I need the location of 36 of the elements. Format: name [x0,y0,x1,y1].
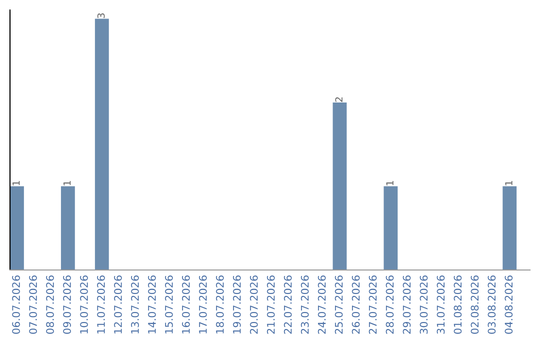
x-tick-label: 20.07.2026 [250,276,258,334]
x-tick-label: 17.07.2026 [198,276,207,334]
x-tick-label: 04.08.2026 [504,276,513,334]
x-tick-label: 31.07.2026 [436,276,445,334]
x-tick-label: 25.07.2026 [334,276,343,334]
x-tick-label: 07.07.2026 [29,276,37,334]
x-tick-label: 01.08.2026 [454,276,462,334]
x-tick-label: 08.07.2026 [46,276,54,334]
x-tick-label: 10.07.2026 [80,276,88,334]
data-label: 3 [97,13,105,18]
x-tick-label: 19.07.2026 [232,276,241,334]
x-tick-label: 26.07.2026 [352,276,360,334]
x-tick-label: 03.08.2026 [488,276,496,334]
x-tick-label: 22.07.2026 [284,276,292,334]
x-tick-label: 30.07.2026 [420,276,428,334]
x-tick-label: 09.07.2026 [63,276,71,334]
x-tick-label: 21.07.2026 [266,276,275,334]
x-tick-label: 24.07.2026 [318,276,326,334]
x-tick-label: 27.07.2026 [368,276,377,334]
x-tick-label: 11.07.2026 [97,276,105,334]
x-tick-label: 13.07.2026 [131,276,139,334]
data-label: 1 [505,180,512,186]
data-label: 1 [64,180,71,186]
data-label: 1 [386,180,394,186]
x-tick-label: 06.07.2026 [12,276,20,334]
x-tick-label: 29.07.2026 [402,276,411,334]
x-tick-label: 16.07.2026 [182,276,190,334]
x-tick-label: 23.07.2026 [300,276,309,334]
data-label: 2 [335,97,342,102]
data-label: 1 [12,180,20,186]
x-tick-label: 12.07.2026 [114,276,122,334]
x-tick-label: 18.07.2026 [216,276,224,334]
x-tick-label: 02.08.2026 [470,276,479,334]
x-tick-label: 15.07.2026 [165,276,173,334]
x-tick-label: 28.07.2026 [386,276,394,334]
x-tick-label: 14.07.2026 [148,276,156,334]
